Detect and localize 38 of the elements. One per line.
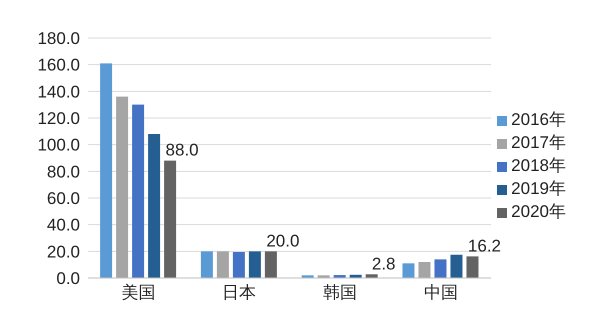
bar	[450, 254, 462, 278]
bar	[164, 160, 176, 278]
legend-label: 2020年	[511, 202, 566, 221]
y-tick-label: 180.0	[37, 29, 80, 48]
x-tick-label: 中国	[424, 283, 458, 302]
y-tick-label: 60.0	[46, 189, 80, 208]
y-tick-label: 20.0	[46, 242, 80, 262]
bar	[466, 256, 478, 278]
legend-label: 2017年	[511, 133, 566, 152]
bar	[132, 104, 144, 278]
bar	[248, 251, 261, 278]
legend-label: 2016年	[511, 110, 566, 129]
bar	[148, 134, 160, 278]
bar	[116, 96, 128, 278]
data-label: 2.8	[372, 254, 396, 274]
y-tick-label: 140.0	[37, 82, 80, 102]
data-label: 20.0	[266, 231, 300, 250]
y-tick-label: 120.0	[37, 109, 80, 128]
data-label: 88.0	[166, 140, 199, 160]
bar	[100, 63, 112, 278]
bar	[418, 262, 430, 278]
y-tick-label: 40.0	[46, 216, 80, 235]
x-tick-label: 韩国	[322, 283, 357, 302]
legend-label: 2018年	[511, 156, 566, 175]
legend-label: 2019年	[511, 179, 566, 198]
bar	[232, 252, 245, 278]
bar	[200, 251, 213, 278]
bar	[264, 251, 277, 278]
y-tick-label: 80.0	[46, 162, 80, 182]
bar	[402, 263, 414, 278]
data-label: 16.2	[468, 236, 502, 256]
y-tick-label: 100.0	[37, 136, 80, 155]
x-tick-label: 美国	[121, 283, 156, 302]
y-tick-label: 0.0	[56, 269, 80, 288]
x-tick-label: 日本	[222, 283, 256, 302]
y-tick-label: 160.0	[37, 56, 80, 75]
bar	[434, 259, 446, 278]
bar	[216, 251, 229, 278]
